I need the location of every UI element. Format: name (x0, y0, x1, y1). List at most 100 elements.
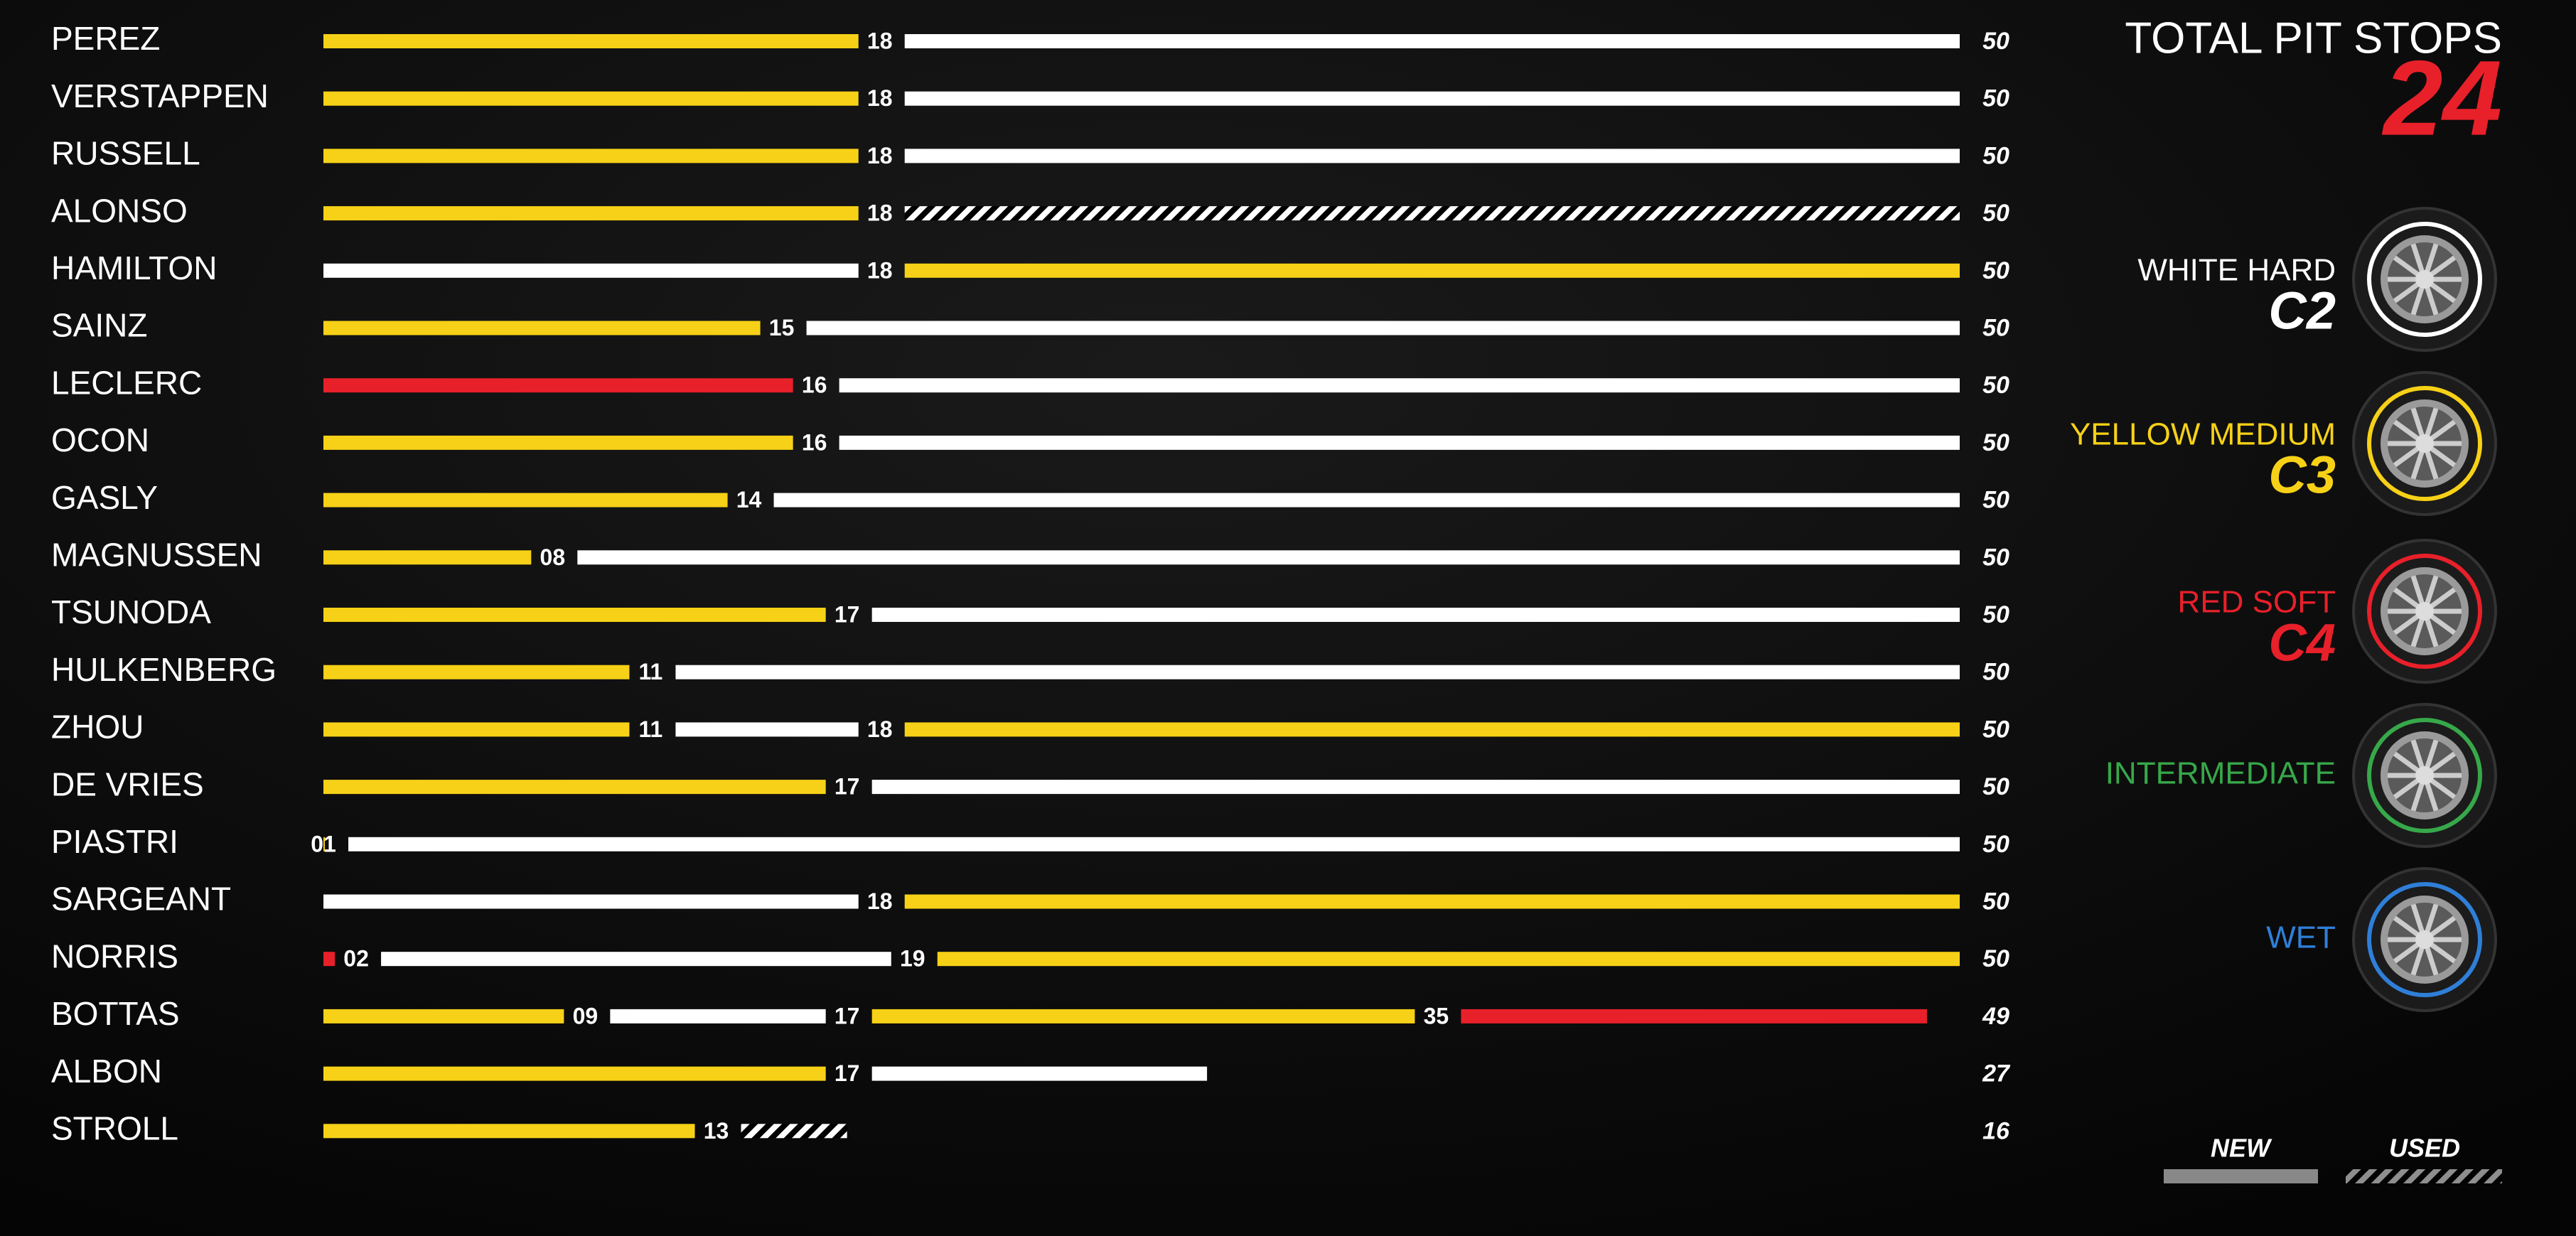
spoke (2393, 751, 2420, 773)
stint-bar (323, 435, 793, 450)
tyre-icon (2352, 539, 2497, 684)
finish-lap-label: 50 (1982, 773, 2009, 800)
driver-name: MAGNUSSEN (51, 536, 262, 573)
stint-bar (381, 952, 891, 967)
stint-bar (323, 206, 859, 221)
spoke (2430, 255, 2457, 276)
finish-lap-label: 50 (1982, 831, 2009, 858)
compound-label: INTERMEDIATE (2105, 756, 2336, 791)
stint-bar (323, 263, 859, 278)
hub (2415, 766, 2434, 785)
spoke (2425, 575, 2439, 604)
spoke (2425, 903, 2439, 933)
driver-name: ZHOU (51, 709, 144, 746)
spoke (2430, 942, 2457, 964)
stint-bar (323, 837, 325, 851)
driver-name: PEREZ (51, 20, 160, 57)
spoke (2425, 947, 2439, 976)
pit-lap-label: 14 (736, 487, 762, 512)
spoke (2393, 614, 2420, 635)
spoke (2393, 778, 2420, 800)
total-value: 24 (2381, 38, 2502, 158)
finish-lap-label: 27 (1982, 1060, 2011, 1087)
stint-bar (323, 665, 630, 679)
stint-bar (348, 837, 1960, 851)
spoke (2410, 903, 2425, 933)
stint-bar (323, 608, 826, 622)
stint-bar (323, 1066, 826, 1081)
pit-lap-label: 18 (867, 257, 893, 283)
driver-name: LECLERC (51, 364, 202, 401)
pit-lap-label: 18 (867, 143, 893, 168)
tyre-icon (2352, 207, 2497, 352)
pit-lap-label: 16 (802, 429, 827, 455)
finish-lap-label: 50 (1982, 429, 2009, 456)
stint-bar (904, 91, 1960, 106)
stint-bar (323, 952, 336, 967)
tyre-band (2367, 554, 2482, 669)
finish-lap-label: 50 (1982, 28, 2009, 55)
driver-name: STROLL (51, 1109, 178, 1146)
tyre-band (2367, 222, 2482, 337)
spoke (2410, 407, 2425, 436)
stint-bar (871, 1066, 1208, 1081)
spoke (2410, 783, 2425, 812)
spoke (2410, 451, 2425, 480)
stint-bar (904, 149, 1960, 163)
spoke (2425, 243, 2439, 272)
tyre-icon (2352, 703, 2497, 848)
spoke (2393, 282, 2420, 303)
spoke (2393, 446, 2420, 468)
stint-bar (675, 665, 1960, 679)
spoke (2393, 942, 2420, 964)
compound-code: C3 (2268, 446, 2336, 505)
compound-label: WET (2266, 920, 2336, 955)
pit-lap-label: 17 (834, 601, 860, 627)
finish-lap-label: 50 (1982, 544, 2009, 571)
finish-lap-label: 50 (1982, 142, 2009, 169)
compound-label: WHITE HARD (2137, 253, 2336, 288)
pit-lap-label: 18 (867, 888, 893, 914)
spoke (2393, 255, 2420, 276)
total-title: TOTAL PIT STOPS (2125, 14, 2502, 63)
stint-bar (904, 263, 1960, 278)
pit-lap-label: 11 (639, 659, 663, 684)
pit-lap-label: 02 (343, 946, 369, 972)
pit-lap-label: 17 (834, 1003, 860, 1028)
compound-label: YELLOW MEDIUM (2070, 417, 2336, 452)
stint-bar (323, 321, 761, 335)
driver-name: HAMILTON (51, 249, 217, 286)
spoke (2430, 419, 2457, 441)
pit-lap-label: 08 (540, 544, 566, 570)
pit-lap-label: 15 (769, 315, 795, 340)
stint-bar (323, 780, 826, 795)
stint-bar (839, 435, 1960, 450)
stint-bar (773, 493, 1960, 507)
spoke (2425, 618, 2439, 647)
stint-bar (871, 780, 1960, 795)
stint-bar (904, 34, 1960, 48)
new-label: NEW (2211, 1134, 2272, 1163)
driver-name: ALONSO (51, 192, 188, 229)
stint-bar (610, 1009, 826, 1023)
spoke (2430, 915, 2457, 937)
finish-lap-label: 50 (1982, 945, 2009, 972)
driver-name: GASLY (51, 479, 158, 516)
spoke (2410, 243, 2425, 272)
spoke (2410, 739, 2425, 768)
stint-bar (839, 378, 1960, 393)
pit-lap-label: 13 (704, 1118, 729, 1144)
finish-lap-label: 49 (1982, 1003, 2009, 1030)
stint-bar (1461, 1009, 1927, 1023)
stint-bar (323, 493, 728, 507)
spoke (2430, 587, 2457, 608)
stint-bar (904, 206, 1960, 221)
spoke (2425, 783, 2439, 812)
stint-bar (323, 1009, 564, 1023)
tyre-band (2367, 718, 2482, 833)
tyre-icon (2352, 867, 2497, 1012)
spoke (2430, 778, 2457, 800)
stint-bar (741, 1124, 847, 1139)
driver-name: BOTTAS (51, 995, 180, 1032)
